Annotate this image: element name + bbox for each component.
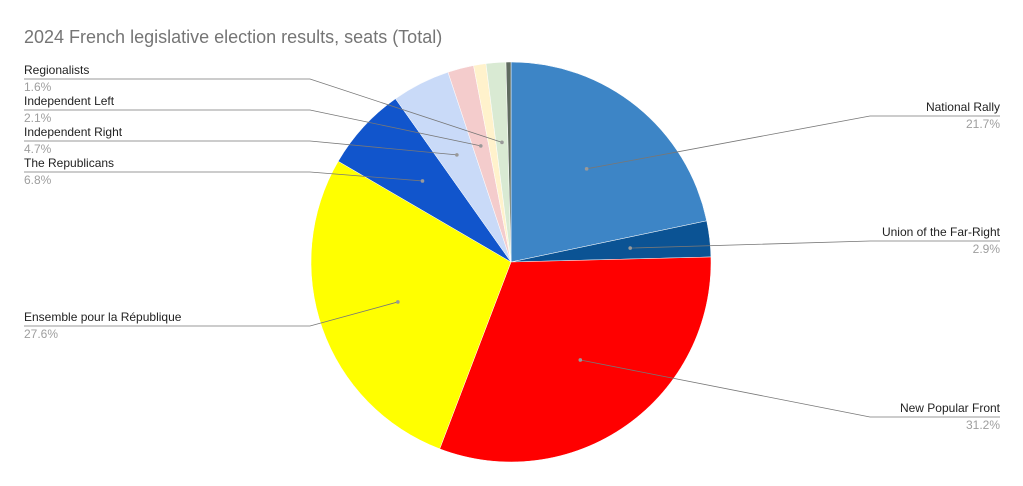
slice-label: Union of the Far-Right	[882, 225, 1001, 239]
slice-label: Ensemble pour la République	[24, 310, 182, 324]
leader-dot	[455, 153, 459, 157]
leader-dot	[500, 140, 504, 145]
leader-dot	[584, 167, 589, 171]
pie-slice	[310, 160, 512, 450]
slice-label: Independent Right	[24, 125, 123, 139]
leader-dot	[478, 144, 483, 148]
leader-line	[586, 115, 1000, 170]
slice-value-label: 31.2%	[966, 418, 1000, 432]
slice-label: New Popular Front	[900, 401, 1001, 415]
leader-dot	[420, 179, 425, 183]
leader-line	[24, 140, 457, 156]
slice-label: National Rally	[926, 100, 1000, 114]
leader-line	[580, 359, 1000, 418]
leader-line	[24, 78, 503, 143]
slice-value-label: 2.1%	[24, 111, 52, 125]
slice-value-label: 27.6%	[24, 327, 58, 341]
slice-label: The Republicans	[24, 156, 114, 170]
pie-slice	[439, 256, 712, 463]
leader-line	[630, 240, 1000, 249]
chart-title: 2024 French legislative election results…	[24, 27, 442, 47]
slice-value-label: 2.9%	[973, 242, 1001, 256]
pie-slice	[510, 61, 708, 263]
leader-line	[24, 301, 398, 327]
leader-line	[24, 109, 481, 147]
slice-value-label: 21.7%	[966, 117, 1000, 131]
leader-dot	[396, 300, 400, 304]
leader-dot	[578, 358, 583, 362]
pie-slice	[505, 61, 512, 263]
slice-value-label: 4.7%	[24, 142, 52, 156]
slice-value-label: 1.6%	[24, 80, 52, 94]
slice-value-label: 6.8%	[24, 173, 52, 187]
leader-dot	[628, 246, 632, 250]
slice-label: Independent Left	[24, 94, 115, 108]
slice-label: Regionalists	[24, 63, 89, 77]
leader-line	[24, 171, 423, 182]
